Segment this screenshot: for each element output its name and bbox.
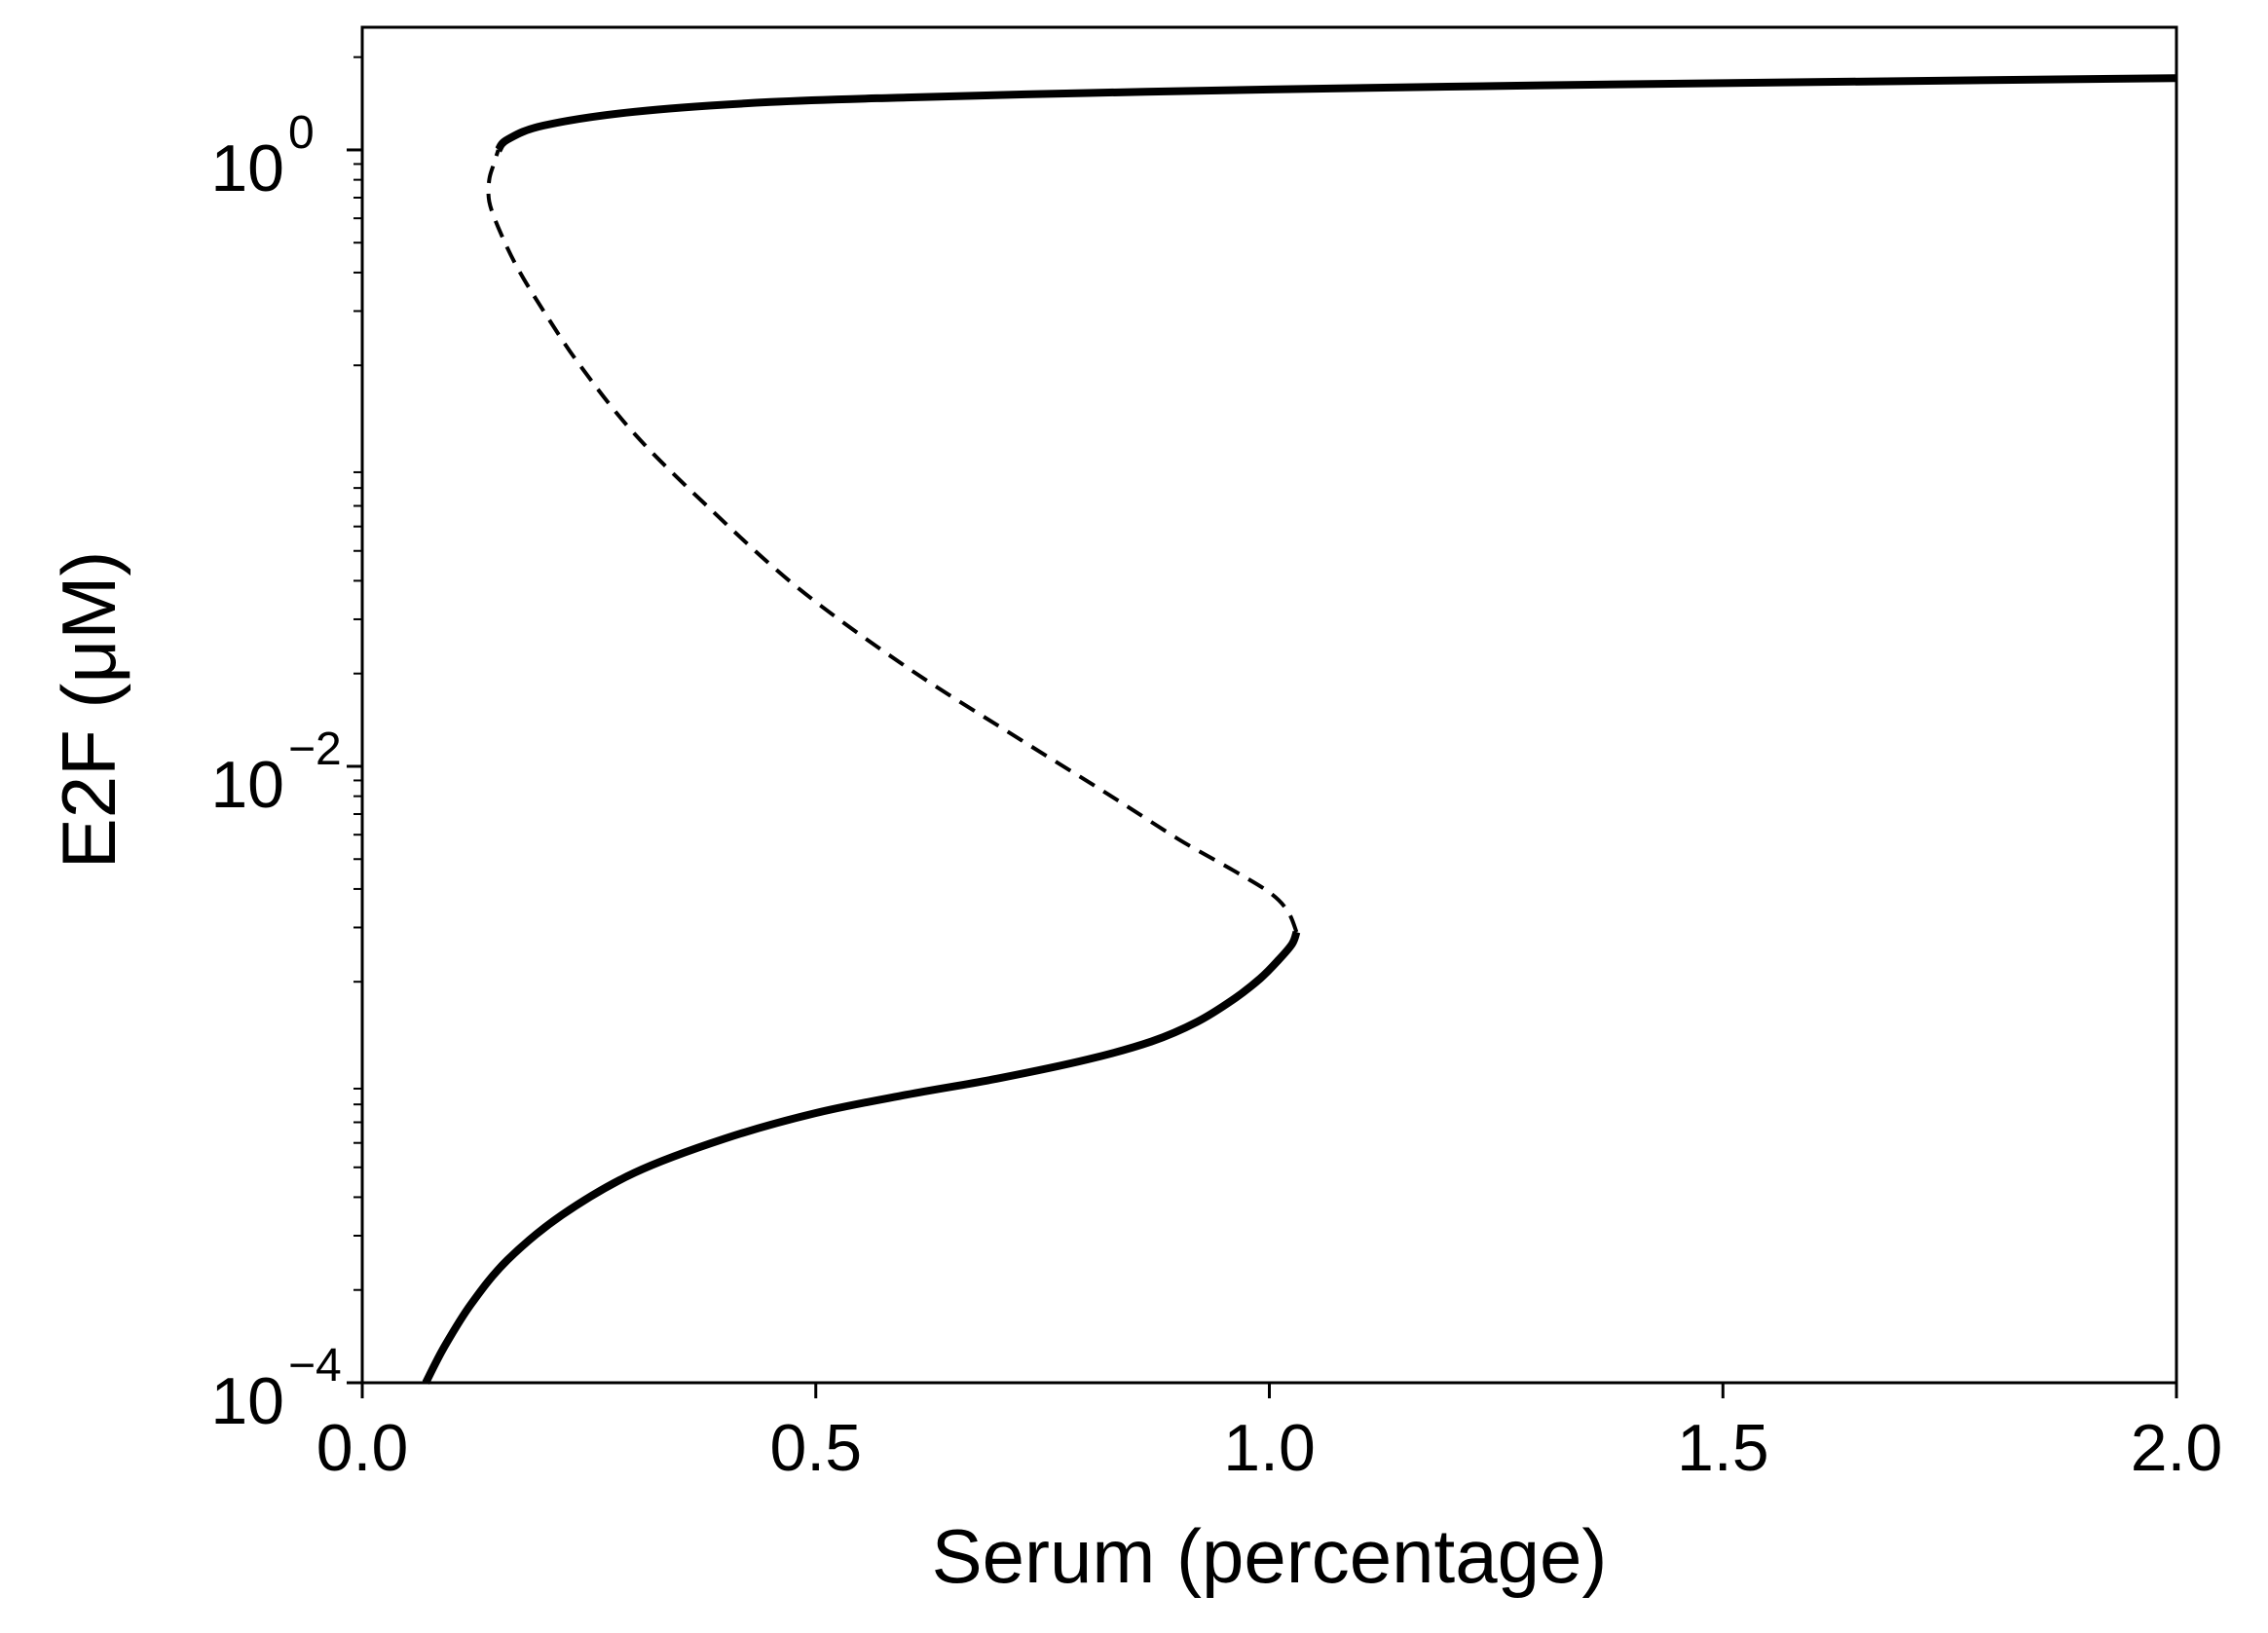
x-tick-label-1: 0.5 (769, 1411, 862, 1485)
y-tick-label-1: 10 (210, 748, 284, 822)
x-tick-label-2: 1.0 (1223, 1411, 1316, 1485)
stable-branch-line-2 (495, 74, 2177, 153)
x-axis: 0.0 0.5 1.0 1.5 2.0 (316, 1383, 2223, 1485)
y-tick-exponent-0: 0 (288, 107, 315, 159)
stable-branch-line-0 (422, 930, 1301, 1385)
curves (422, 74, 2177, 1385)
x-tick-label-3: 1.5 (1677, 1411, 1769, 1485)
y-axis-label: E2F (μM) (46, 551, 131, 870)
x-tick-label-0: 0.0 (316, 1411, 409, 1485)
x-tick-label-4: 2.0 (2131, 1411, 2223, 1485)
plot-frame (360, 25, 2178, 1385)
y-tick-exponent-1: −2 (288, 724, 342, 775)
x-axis-label: Serum (percentage) (932, 1513, 1608, 1599)
y-tick-label-2: 10 (210, 1364, 284, 1438)
unstable-branch-line-1 (486, 149, 1299, 933)
y-tick-label-0: 10 (210, 131, 284, 205)
y-tick-exponent-2: −4 (288, 1340, 342, 1392)
